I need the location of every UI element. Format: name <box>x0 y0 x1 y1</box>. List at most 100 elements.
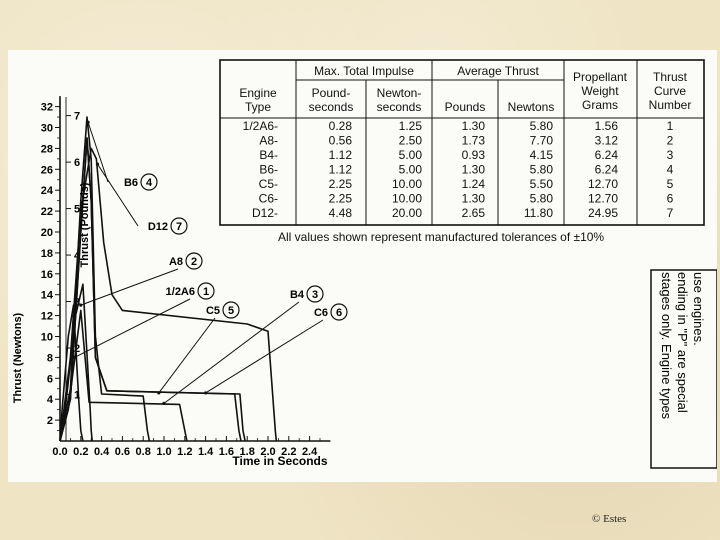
table-cell: 3 <box>667 148 674 162</box>
callout-arrowhead <box>79 303 83 307</box>
table-cell: 0.28 <box>329 119 353 133</box>
callout-arrowhead <box>157 391 161 395</box>
curve-number: 4 <box>146 177 153 189</box>
thrust-curves <box>59 116 278 442</box>
y-tick-label: 2 <box>47 415 53 427</box>
table-cell: 3.12 <box>595 134 619 148</box>
curve-number: 5 <box>228 305 234 317</box>
callout-arrow <box>80 268 179 306</box>
curve-label: C5 <box>206 305 220 317</box>
callout-arrow <box>97 163 139 227</box>
y-tick-label: 8 <box>47 352 53 364</box>
table-cell: 5.00 <box>399 163 423 177</box>
y2-tick-label: 7 <box>74 111 80 123</box>
x-axis-label: Time in Seconds <box>232 454 327 468</box>
y-tick-label: 14 <box>41 290 54 302</box>
x-axis: 0.0 0.2 0.4 0.6 0.8 1.0 1.2 1.4 1.6 1.8 2.0 2.2 2.4 <box>52 436 331 458</box>
y-tick-label: 24 <box>41 185 54 197</box>
curve-number-circle <box>222 301 240 319</box>
callout-arrow <box>74 298 191 358</box>
table-cell: 10.00 <box>392 192 422 206</box>
table-cell: 6 <box>667 192 674 206</box>
group-header-thrust: Average Thrust <box>457 64 539 78</box>
table-cell: 1.30 <box>462 192 486 206</box>
header-grams: Grams <box>582 98 618 112</box>
copyright-notice: © Estes <box>592 513 627 525</box>
table-cell: 12.70 <box>588 177 618 191</box>
y-tick-label: 32 <box>41 102 53 114</box>
table-cell: 5.80 <box>530 119 554 133</box>
x-tick-label: 1.8 <box>240 446 255 458</box>
thrust-curve-c6 <box>59 137 246 442</box>
header-newtons: Newtons <box>508 100 555 114</box>
table-cell: 7 <box>667 206 674 220</box>
y2-tick-label: 2 <box>74 343 80 355</box>
y2-tick-label: 1 <box>74 390 80 402</box>
curve-number-circle <box>330 303 348 321</box>
side-note-line-3: use engines. <box>691 272 706 346</box>
header-pound-seconds: seconds <box>309 100 354 114</box>
header-newton: Newton- <box>377 86 422 100</box>
curve-label: B6 <box>124 177 138 189</box>
curve-label: 1/2A6 <box>166 286 195 298</box>
table-cell: 1.25 <box>399 119 423 133</box>
table-cell: 11.80 <box>524 206 553 220</box>
curve-label: C6 <box>314 307 328 319</box>
table-cell: B6- <box>259 163 278 177</box>
curve-number: 2 <box>191 256 197 268</box>
curve-number: 6 <box>336 307 342 319</box>
table-cell: C5- <box>259 177 278 191</box>
y-tick-label: 20 <box>41 227 53 239</box>
callout-arrowhead <box>162 401 166 405</box>
table-cell: 10.00 <box>392 177 422 191</box>
table-cell: 5 <box>667 177 674 191</box>
x-tick-label: 1.2 <box>177 446 192 458</box>
table-cell: 0.56 <box>329 134 353 148</box>
table-cell: 0.93 <box>462 148 486 162</box>
callout-arrowhead <box>204 391 208 395</box>
table-cell: 2 <box>667 134 674 148</box>
curve-number-circle <box>170 217 188 235</box>
header-engine: Engine <box>239 86 277 100</box>
x-tick-label: 2.0 <box>260 446 275 458</box>
curve-number-circle <box>197 282 215 300</box>
group-header-impulse: Max. Total Impulse <box>314 64 414 78</box>
callout-arrow <box>163 301 300 404</box>
curve-label: B4 <box>290 289 305 301</box>
thrust-curve-chart: 0.0 0.2 0.4 0.6 0.8 1.0 1.2 1.4 1.6 1.8 2.0 2.2 2.4 … <box>12 96 348 468</box>
header-newton-seconds: seconds <box>377 100 422 114</box>
table-cell: 12.70 <box>588 192 618 206</box>
y-tick-label: 26 <box>41 164 53 176</box>
table-cell: 5.50 <box>530 177 554 191</box>
y-tick-label: 12 <box>41 311 53 323</box>
header-curve: Curve <box>654 84 686 98</box>
table-cell: 1.30 <box>462 163 486 177</box>
table-cell: 6.24 <box>595 148 619 162</box>
table-cell: 2.50 <box>399 134 423 148</box>
y2-tick-label: 5 <box>74 204 80 216</box>
table-cell: 1.73 <box>462 134 486 148</box>
table-cell: 4 <box>667 163 674 177</box>
table-cell: C6- <box>259 192 278 206</box>
x-tick-label: 1.6 <box>219 446 234 458</box>
table-cell: 4.48 <box>329 206 353 220</box>
table-cell: 2.25 <box>329 192 353 206</box>
table-cell: 2.25 <box>329 177 353 191</box>
header-propellant: Propellant <box>573 70 628 84</box>
table-cell: 1.56 <box>595 119 619 133</box>
curve-number: 7 <box>176 221 182 233</box>
table-cell: 1.12 <box>329 148 353 162</box>
table-cell: 4.15 <box>530 148 554 162</box>
callout-arrow <box>158 317 216 394</box>
x-tick-label: 0.6 <box>115 446 130 458</box>
x-tick-label: 2.2 <box>281 446 296 458</box>
engine-spec-table: Max. Total Impulse Average Thrust Engine… <box>219 59 705 244</box>
curve-number: 3 <box>312 289 318 301</box>
y-axis-label-newtons: Thrust (Newtons) <box>12 312 24 403</box>
curve-number: 1 <box>203 286 209 298</box>
side-note: stages only. Engine types ending in "P" … <box>650 269 717 469</box>
table-cell: 1.30 <box>462 119 486 133</box>
table-cell: 5.00 <box>399 148 423 162</box>
y-tick-label: 4 <box>47 394 54 406</box>
